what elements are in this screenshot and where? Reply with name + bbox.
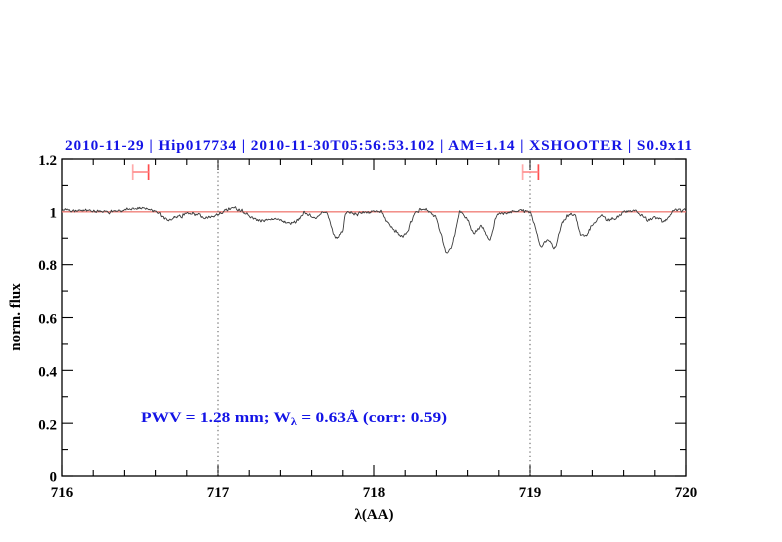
svg-text:PWV = 1.28 mm; Wλ = 0.63Å (cor: PWV = 1.28 mm; Wλ = 0.63Å (corr: 0.59) bbox=[141, 410, 447, 428]
svg-text:0.8: 0.8 bbox=[38, 258, 57, 274]
svg-text:719: 719 bbox=[519, 485, 542, 501]
svg-text:0.4: 0.4 bbox=[38, 365, 57, 381]
svg-text:2010-11-29 | Hip017734 | 2010-: 2010-11-29 | Hip017734 | 2010-11-30T05:5… bbox=[65, 138, 693, 154]
svg-text:716: 716 bbox=[51, 485, 74, 501]
svg-text:0: 0 bbox=[50, 470, 58, 486]
svg-text:720: 720 bbox=[675, 485, 698, 501]
svg-text:norm. flux: norm. flux bbox=[8, 283, 24, 351]
svg-text:0.2: 0.2 bbox=[38, 418, 57, 434]
svg-text:717: 717 bbox=[207, 485, 230, 501]
svg-text:718: 718 bbox=[363, 485, 386, 501]
svg-text:0.6: 0.6 bbox=[38, 312, 57, 328]
svg-text:1: 1 bbox=[50, 206, 58, 222]
svg-text:λ(AA): λ(AA) bbox=[354, 507, 393, 523]
svg-text:1.2: 1.2 bbox=[38, 153, 57, 169]
